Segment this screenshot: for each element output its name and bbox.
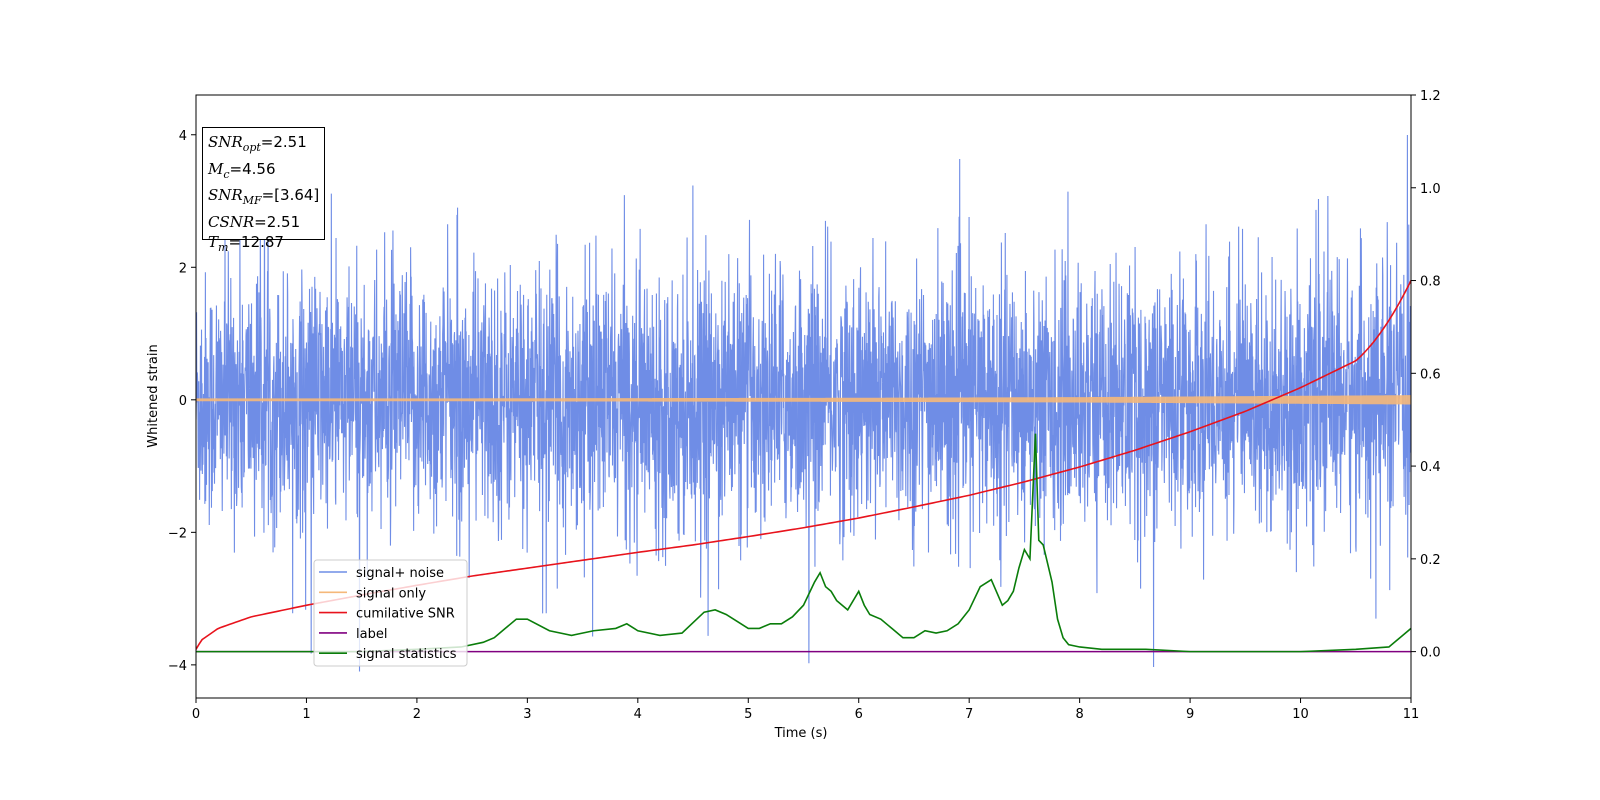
legend-entry-label: signal only [356, 586, 426, 601]
legend-entry-label: label [356, 627, 387, 642]
y-right-tick-label: 0.0 [1420, 646, 1441, 661]
annotation-symbol: CSNR [208, 212, 255, 231]
annotation-value: =2.51 [254, 212, 301, 231]
annotation-subscript: c [223, 167, 230, 181]
y-left-tick-label: 2 [179, 261, 187, 276]
y-left-tick-label: −2 [168, 526, 187, 541]
x-tick-label: 4 [634, 707, 642, 722]
annotation-value: =[3.64] [261, 186, 320, 204]
y-right-tick-label: 1.2 [1420, 89, 1441, 104]
x-tick-label: 2 [413, 707, 421, 722]
legend-entry-label: cumilative SNR [356, 607, 455, 622]
annotation-symbol: T [208, 233, 219, 251]
x-tick-label: 8 [1075, 707, 1083, 722]
annotation-symbol: SNR [208, 133, 243, 151]
x-tick-label: 3 [523, 707, 531, 722]
y-axis-label: Whitened strain [146, 344, 161, 447]
x-axis-label: Time (s) [774, 726, 828, 741]
y-left-tick-label: −4 [168, 659, 187, 674]
annotation-value: =12.87 [228, 233, 284, 251]
y-right-tick-label: 0.8 [1420, 275, 1441, 290]
annotation-subscript: MF [242, 194, 262, 207]
annotation-value: =2.51 [260, 133, 307, 151]
annotation-symbol: M [208, 159, 224, 178]
y-axis-left: 4 2 0 −2 −4 [168, 129, 196, 674]
annotation-line: SNRMF=[3.64] [208, 185, 324, 212]
x-tick-label: 9 [1186, 707, 1194, 722]
x-tick-label: 6 [855, 707, 863, 722]
annotation-symbol: SNR [208, 186, 243, 204]
annotation-line: Tm=12.87 [208, 232, 324, 259]
annotation-subscript: m [218, 241, 229, 254]
legend-entry-label: signal statistics [356, 647, 457, 662]
series-signal-statistics-line [196, 433, 1411, 653]
series-signal-only-line [196, 395, 1411, 405]
annotation-value: =4.56 [229, 159, 276, 178]
y-axis-right: 1.2 1.0 0.8 0.6 0.4 0.2 0.0 [1411, 89, 1441, 661]
stats-annotation-box: SNRopt=2.51 Mc=4.56 SNRMF=[3.64] CSNR=2.51 T… [202, 127, 325, 254]
y-right-tick-label: 0.2 [1420, 553, 1441, 568]
x-tick-label: 0 [192, 707, 200, 722]
y-left-tick-label: 0 [179, 394, 187, 409]
annotation-line: CSNR=2.51 [208, 212, 324, 233]
annotation-line: Mc=4.56 [208, 159, 324, 186]
plot-frame [195, 94, 1412, 699]
y-left-tick-label: 4 [179, 129, 187, 144]
x-tick-label: 5 [744, 707, 752, 722]
y-right-tick-label: 1.0 [1420, 182, 1441, 197]
legend-entry-label: signal+ noise [356, 566, 444, 581]
y-right-tick-label: 0.4 [1420, 460, 1441, 475]
legend: signal+ noise signal only cumilative SNR la… [313, 559, 468, 667]
x-axis: 0 1 2 3 4 5 6 7 8 9 10 11 [192, 698, 1419, 722]
x-tick-label: 1 [302, 707, 310, 722]
x-tick-label: 7 [965, 707, 973, 722]
x-tick-label: 10 [1292, 707, 1309, 722]
annotation-subscript: opt [242, 141, 261, 154]
y-right-tick-label: 0.6 [1420, 367, 1441, 382]
legend-box [313, 559, 468, 667]
annotation-line: SNRopt=2.51 [208, 132, 324, 159]
x-tick-label: 11 [1403, 707, 1420, 722]
